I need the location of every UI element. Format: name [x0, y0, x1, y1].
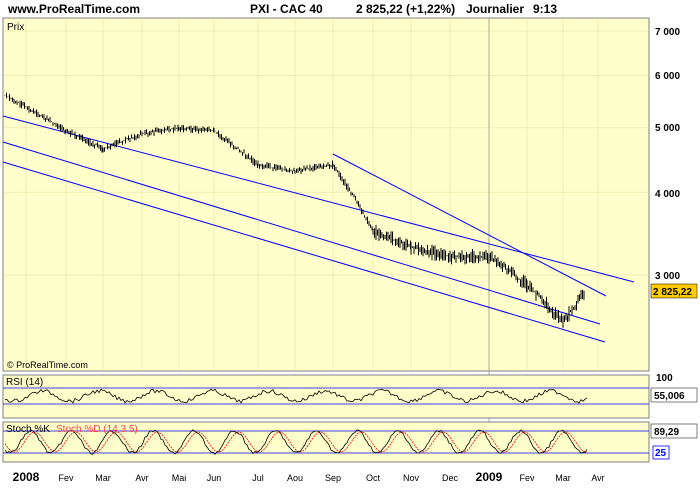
- channel-lower[interactable]: [2, 161, 606, 343]
- x-tick-label: Mar: [95, 473, 111, 483]
- rsi-series: [4, 388, 588, 404]
- x-tick-label: Avr: [135, 473, 148, 483]
- price-change: 2 825,22 (+1,22%): [356, 2, 456, 16]
- x-tick-label: Mai: [172, 473, 187, 483]
- x-tick-label: Oct: [366, 473, 381, 483]
- x-tick-label: Mar: [555, 473, 571, 483]
- stoch-low-tick: 25: [655, 448, 667, 459]
- x-axis: 2008 Fev Mar Avr Mai Jun Jul Aou Sep Oct Nov Dec 200…: [13, 470, 605, 484]
- y-tick-3000: 3 000: [655, 271, 680, 282]
- y-tick-7000: 7 000: [655, 27, 680, 38]
- last-price-tag: [650, 283, 698, 299]
- watermark: © ProRealTime.com: [7, 360, 88, 370]
- stoch-low-tag: [652, 445, 670, 460]
- price-y-axis: 7 000 6 000 5 000 4 000 3 000: [655, 27, 680, 282]
- period-label: Journalier: [466, 2, 525, 16]
- x-tick-label: Sep: [325, 473, 341, 483]
- stoch-panel: [2, 421, 650, 463]
- channel-upper[interactable]: [2, 115, 635, 283]
- stoch-d-series: [4, 431, 587, 453]
- channel-middle[interactable]: [2, 141, 601, 325]
- x-tick-label: Jun: [207, 473, 222, 483]
- price-grid: [3, 18, 649, 462]
- stoch-k-series: [4, 429, 588, 455]
- stoch-value: 89,29: [654, 427, 679, 438]
- rsi-panel: [2, 374, 650, 419]
- price-panel-label: Prix: [7, 22, 24, 33]
- x-tick-label: 2009: [476, 470, 503, 484]
- x-tick-label: 2008: [13, 470, 40, 484]
- x-tick-label: Nov: [403, 473, 420, 483]
- x-tick-label: Fev: [58, 473, 74, 483]
- last-price-value: 2 825,22: [653, 287, 692, 298]
- resistance-line[interactable]: [332, 153, 607, 297]
- symbol-name: PXI - CAC 40: [250, 2, 323, 16]
- x-tick-label: Fev: [519, 473, 535, 483]
- site-title[interactable]: www.ProRealTime.com: [8, 2, 141, 16]
- y-tick-4000: 4 000: [655, 189, 680, 200]
- rsi-label: RSI (14): [6, 377, 43, 388]
- x-tick-label: Aou: [287, 473, 303, 483]
- price-series: [4, 92, 585, 328]
- y-tick-5000: 5 000: [655, 123, 680, 134]
- y-tick-6000: 6 000: [655, 71, 680, 82]
- rsi-value-tag: [650, 387, 698, 403]
- x-tick-label: Avr: [591, 473, 604, 483]
- trend-channels: [2, 115, 635, 343]
- rsi-top-tick: 100: [656, 373, 673, 384]
- stoch-k-label: Stoch %K: [6, 424, 50, 435]
- x-tick-label: Dec: [442, 473, 459, 483]
- stoch-d-label: Stoch %D (14 3 5): [56, 424, 138, 435]
- rsi-value: 55,006: [654, 391, 685, 402]
- x-tick-label: Jul: [252, 473, 264, 483]
- time-label: 9:13: [533, 2, 558, 16]
- chart-header: www.ProRealTime.com PXI - CAC 40 2 825,2…: [0, 0, 700, 18]
- stoch-value-tag: [650, 423, 698, 439]
